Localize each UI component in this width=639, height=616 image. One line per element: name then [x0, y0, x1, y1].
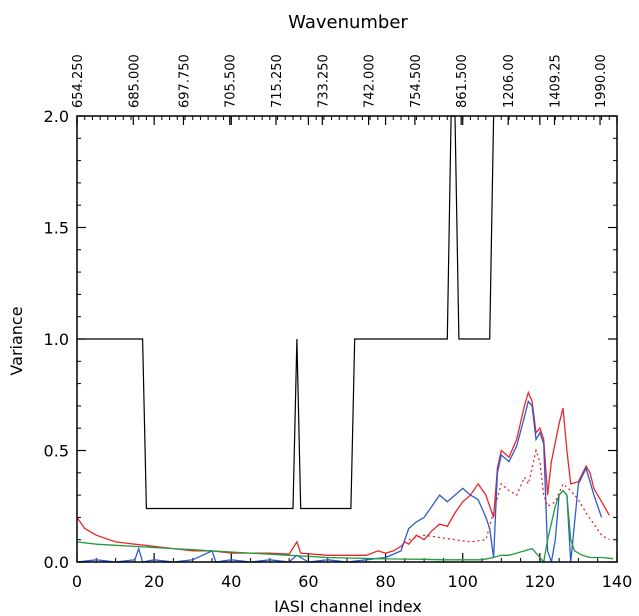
series-lines: [76, 115, 614, 564]
series-line-2: [76, 400, 603, 563]
top-tick-label: 685.000: [127, 54, 142, 108]
y-axis-title: Variance: [7, 306, 26, 375]
y-tick-label: 0.5: [44, 442, 69, 461]
x-tick-label: 80: [375, 572, 395, 591]
series-line-3: [408, 448, 610, 543]
top-tick-label: 654.250: [71, 54, 86, 108]
top-tick-label: 715.250: [270, 54, 285, 108]
series-line-4: [76, 489, 614, 564]
top-tick-label: 742.000: [363, 54, 378, 108]
top-tick-label: 705.500: [224, 54, 239, 108]
y-tick-label: 1.0: [44, 330, 69, 349]
y-tick-label: 0.0: [44, 553, 69, 572]
top-tick-label: 861.500: [455, 54, 470, 108]
y-tick-label: 2.0: [44, 107, 69, 126]
y-tick-label: 1.5: [44, 219, 69, 238]
x-tick-label: 60: [298, 572, 318, 591]
series-line-0: [77, 115, 495, 510]
plot-frame: [76, 115, 618, 563]
top-tick-label: 754.500: [409, 54, 424, 108]
x-axis-title: IASI channel index: [274, 597, 422, 616]
x-tick-label: 40: [221, 572, 241, 591]
x-tick-label: 140: [602, 572, 633, 591]
axis-ticks: 0 20 40 60 80 100 120 140 0.0 0.5 1.0 1.5 2.0654.250…: [44, 54, 633, 591]
series-line-1: [76, 390, 610, 556]
top-tick-label: 733.250: [316, 54, 331, 108]
top-tick-label: 697.750: [177, 54, 192, 108]
x-tick-label: 120: [525, 572, 556, 591]
top-axis-title: Wavenumber: [288, 12, 408, 33]
top-tick-label: 1990.00: [594, 54, 609, 108]
top-tick-label: 1409.25: [549, 54, 564, 108]
top-tick-label: 1206.00: [502, 54, 517, 108]
x-tick-label: 0: [72, 572, 82, 591]
x-tick-label: 100: [447, 572, 478, 591]
x-tick-label: 20: [144, 572, 164, 591]
